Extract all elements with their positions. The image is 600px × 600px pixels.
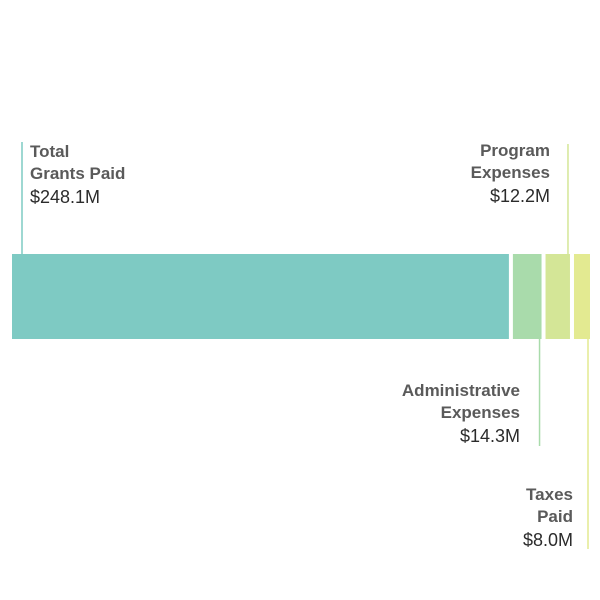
label-program-name-line: Program (480, 141, 550, 160)
label-program: Program Expenses $12.2M (471, 141, 550, 206)
label-taxes-name-line: Taxes (526, 485, 573, 504)
bar-grants (12, 254, 509, 339)
label-taxes: Taxes Paid $8.0M (523, 485, 573, 550)
label-taxes-value: $8.0M (523, 530, 573, 550)
label-taxes-name-line: Paid (537, 507, 573, 526)
bar-segments (12, 254, 590, 339)
label-program-value: $12.2M (490, 186, 550, 206)
label-grants-name-line: Total (30, 142, 69, 161)
label-program-name-line: Expenses (471, 163, 550, 182)
segment-labels: Total Grants Paid $248.1M Administrative Exp… (30, 141, 573, 550)
label-admin-name-line: Administrative (402, 381, 520, 400)
label-admin: Administrative Expenses $14.3M (402, 381, 520, 446)
label-admin-name-line: Expenses (441, 403, 520, 422)
label-grants-name-line: Grants Paid (30, 164, 125, 183)
bar-program (545, 254, 570, 339)
bar-taxes (573, 254, 590, 339)
label-admin-value: $14.3M (460, 426, 520, 446)
bar-admin (512, 254, 542, 339)
leader-lines (21, 142, 589, 549)
label-grants-value: $248.1M (30, 187, 100, 207)
label-grants: Total Grants Paid $248.1M (30, 142, 125, 207)
